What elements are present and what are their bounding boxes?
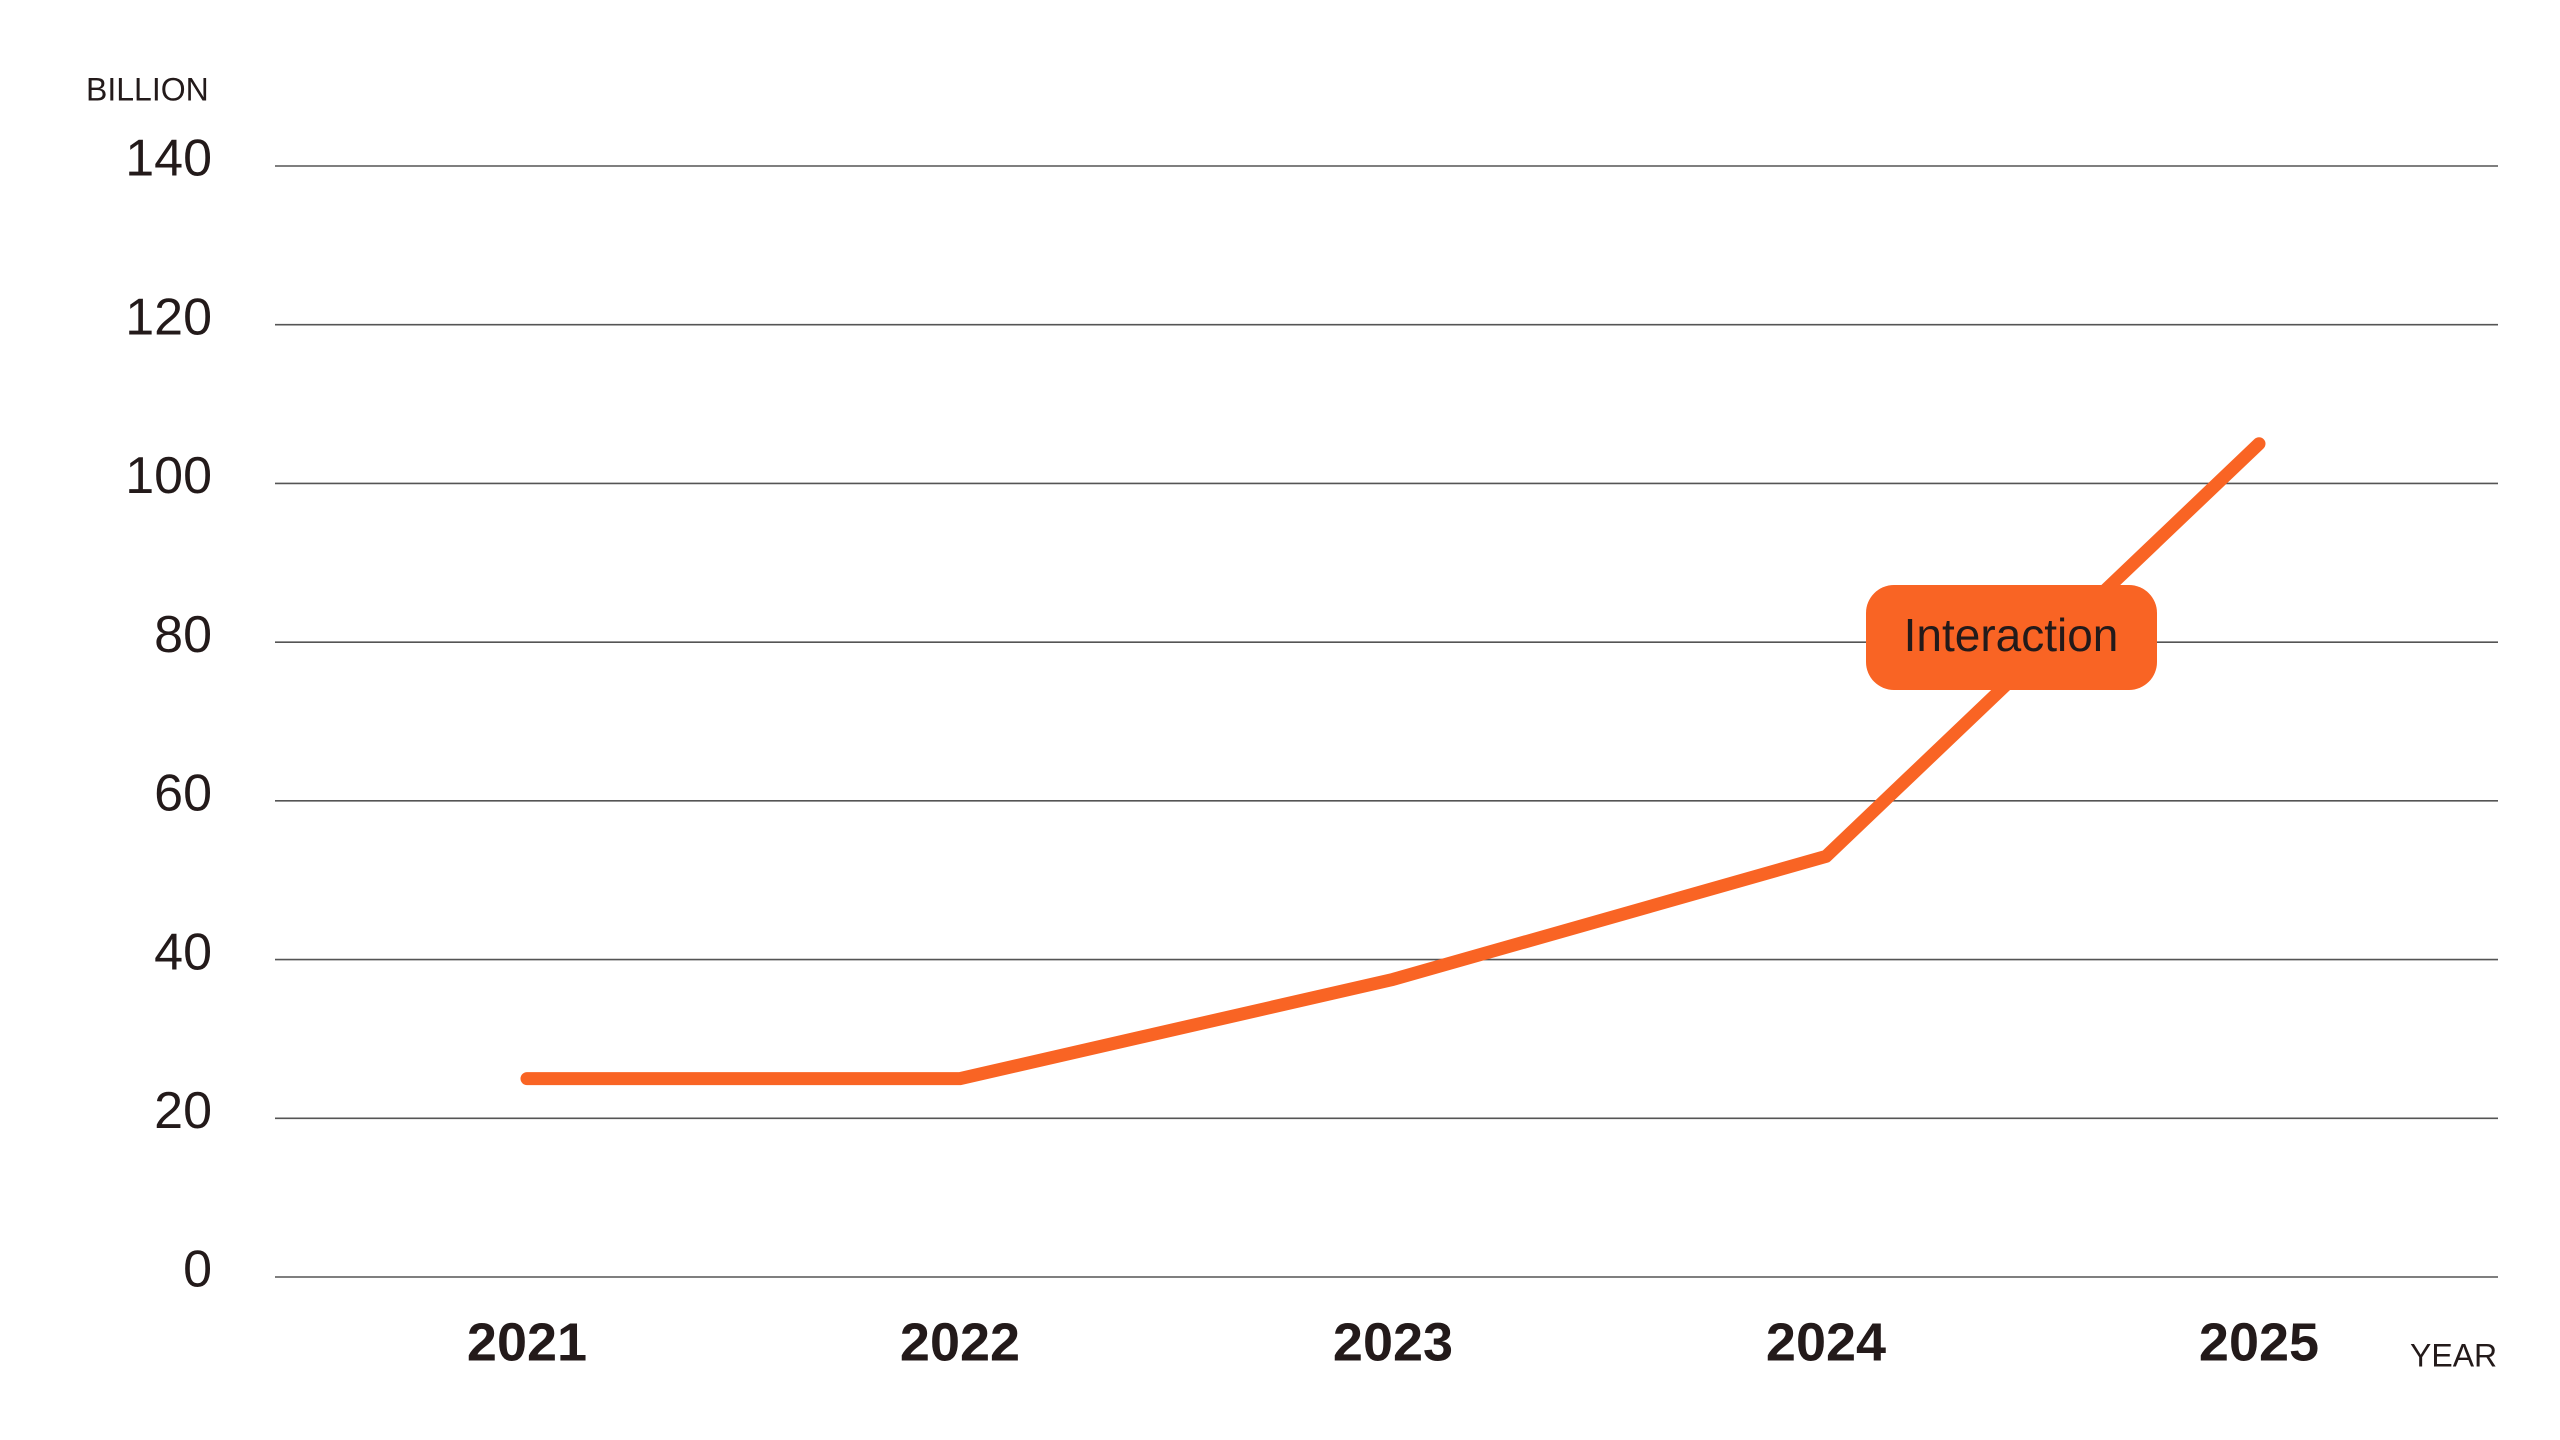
x-tick-label: 2022 <box>900 1312 1020 1372</box>
plot: 0 20 40 60 80 100 120 140 2021 2022 2023 2024 2025 <box>125 130 2498 1372</box>
annotation-box <box>1866 585 2157 690</box>
x-axis-label: YEAR <box>2410 1337 2497 1373</box>
y-tick-label: 20 <box>154 1082 212 1140</box>
annotation: Interaction <box>1904 609 2119 661</box>
data-line <box>520 437 2266 1086</box>
y-tick-label: 60 <box>154 765 212 823</box>
y-tick-label: 140 <box>125 130 212 188</box>
x-tick-label: 2023 <box>1333 1312 1453 1372</box>
y-axis-label: BILLION <box>86 71 209 107</box>
x-tick-label: 2025 <box>2199 1312 2319 1372</box>
y-tick-label: 120 <box>125 288 212 346</box>
y-tick-label: 80 <box>154 606 212 664</box>
y-tick-label: 0 <box>183 1241 212 1299</box>
x-tick-label: 2021 <box>467 1312 587 1372</box>
y-tick-label: 100 <box>125 447 212 505</box>
x-tick-label: 2024 <box>1766 1312 1886 1372</box>
y-tick-label: 40 <box>154 923 212 981</box>
